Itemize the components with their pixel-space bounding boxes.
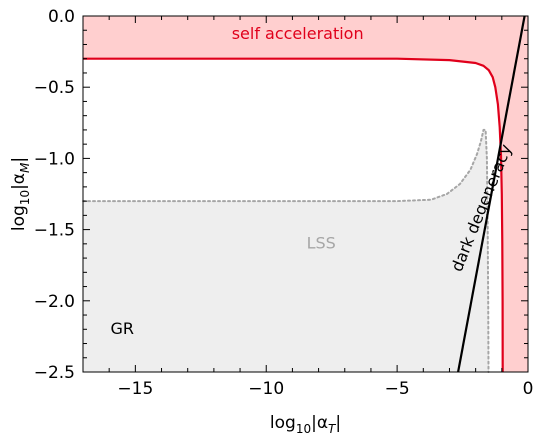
x-tick-label: −5 [385, 379, 410, 399]
self-acceleration-region [83, 16, 528, 372]
dark-degeneracy-line [457, 15, 526, 373]
y-tick-label: −1.5 [34, 221, 75, 241]
x-tick-label: −15 [117, 379, 153, 399]
lss-label: LSS [307, 233, 336, 252]
region-fills [83, 16, 528, 372]
x-axis-label: log10|αT| [270, 413, 341, 436]
y-tick-label: −1.0 [34, 149, 75, 169]
y-tick-label: −2.5 [34, 363, 75, 383]
y-tick-label: −0.5 [34, 78, 75, 98]
lss-region [83, 129, 489, 372]
self-acceleration-line [83, 57, 504, 373]
gr-label: GR [111, 319, 135, 338]
x-tick-label: −10 [248, 379, 284, 399]
LSS-line [82, 128, 490, 373]
x-tick-label: 0 [523, 379, 534, 399]
y-tick-label: 0.0 [48, 7, 75, 27]
y-tick-label: −2.0 [34, 292, 75, 312]
self-acceleration-label: self acceleration [232, 24, 364, 43]
series-lines [82, 15, 526, 373]
plot-frame [82, 15, 529, 373]
y-axis-label: log10|αM| [9, 157, 32, 231]
axis-ticks: −15 −10 −5 0 0.0 −0.5 −1.0 −1.5 −2.0 −2.5 [34, 7, 534, 399]
